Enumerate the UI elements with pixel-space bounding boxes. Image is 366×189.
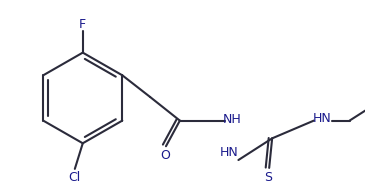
Text: HN: HN [313, 112, 331, 125]
Text: F: F [79, 18, 86, 31]
Text: HN: HN [220, 146, 239, 159]
Text: NH: NH [223, 113, 242, 126]
Text: S: S [264, 171, 272, 184]
Text: O: O [160, 149, 170, 162]
Text: Cl: Cl [69, 171, 81, 184]
